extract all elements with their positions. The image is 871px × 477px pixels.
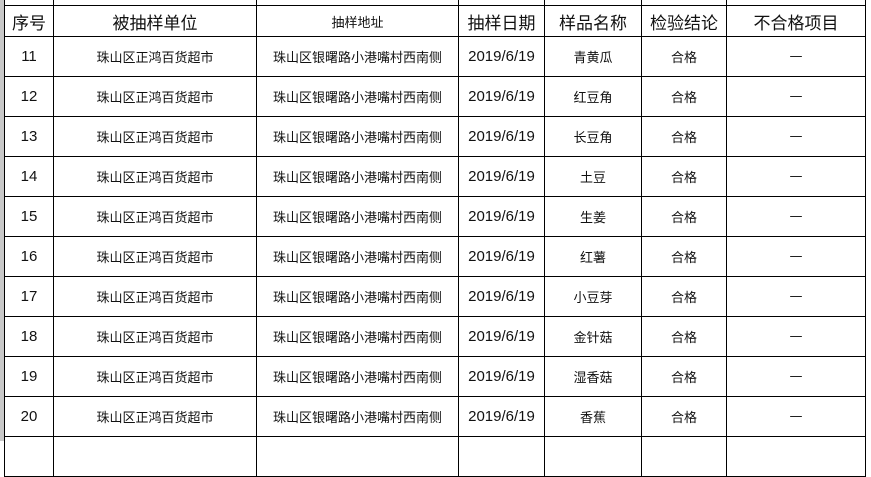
sheet-left-margin bbox=[0, 0, 4, 441]
cell-unit[interactable]: 珠山区正鸿百货超市 bbox=[53, 356, 257, 397]
cell-address[interactable]: 珠山区银曙路小港嘴村西南侧 bbox=[256, 36, 459, 77]
cell-no[interactable]: 15 bbox=[4, 196, 54, 237]
cell-no[interactable]: 11 bbox=[4, 36, 54, 77]
cell-result[interactable]: 合格 bbox=[641, 316, 727, 357]
cell-failed-items[interactable]: — bbox=[726, 36, 866, 77]
cell-unit[interactable]: 珠山区正鸿百货超市 bbox=[53, 196, 257, 237]
table-row: 12 珠山区正鸿百货超市 珠山区银曙路小港嘴村西南侧 2019/6/19 红豆角 合格 — bbox=[4, 76, 866, 117]
next-row-partial bbox=[4, 436, 866, 477]
header-unit[interactable]: 被抽样单位 bbox=[53, 5, 257, 37]
cell-result[interactable]: 合格 bbox=[641, 356, 727, 397]
cell-no[interactable]: 16 bbox=[4, 236, 54, 277]
table-row: 17 珠山区正鸿百货超市 珠山区银曙路小港嘴村西南侧 2019/6/19 小豆芽 合格 — bbox=[4, 276, 866, 317]
cell-address[interactable]: 珠山区银曙路小港嘴村西南侧 bbox=[256, 396, 459, 437]
cell-result[interactable]: 合格 bbox=[641, 36, 727, 77]
header-row: 序号 被抽样单位 抽样地址 抽样日期 样品名称 检验结论 不合格项目 bbox=[4, 5, 866, 37]
cell-sample[interactable]: 长豆角 bbox=[544, 116, 642, 157]
cell-date[interactable]: 2019/6/19 bbox=[458, 316, 545, 357]
cell-date[interactable]: 2019/6/19 bbox=[458, 76, 545, 117]
table-row: 20 珠山区正鸿百货超市 珠山区银曙路小港嘴村西南侧 2019/6/19 香蕉 合格 — bbox=[4, 396, 866, 437]
header-sample[interactable]: 样品名称 bbox=[544, 5, 642, 37]
cell-address[interactable]: 珠山区银曙路小港嘴村西南侧 bbox=[256, 196, 459, 237]
cell-address[interactable]: 珠山区银曙路小港嘴村西南侧 bbox=[256, 156, 459, 197]
cell-sample[interactable]: 小豆芽 bbox=[544, 276, 642, 317]
table-row: 15 珠山区正鸿百货超市 珠山区银曙路小港嘴村西南侧 2019/6/19 生姜 合格 — bbox=[4, 196, 866, 237]
cell-sample[interactable]: 红薯 bbox=[544, 236, 642, 277]
cell-unit[interactable]: 珠山区正鸿百货超市 bbox=[53, 236, 257, 277]
table-row: 16 珠山区正鸿百货超市 珠山区银曙路小港嘴村西南侧 2019/6/19 红薯 合格 — bbox=[4, 236, 866, 277]
cell-result[interactable]: 合格 bbox=[641, 276, 727, 317]
cell-address[interactable]: 珠山区银曙路小港嘴村西南侧 bbox=[256, 316, 459, 357]
cell-date[interactable]: 2019/6/19 bbox=[458, 236, 545, 277]
header-result[interactable]: 检验结论 bbox=[641, 5, 727, 37]
cell-no[interactable]: 17 bbox=[4, 276, 54, 317]
cell-unit[interactable]: 珠山区正鸿百货超市 bbox=[53, 156, 257, 197]
cell-sample[interactable]: 青黄瓜 bbox=[544, 36, 642, 77]
cell-result[interactable]: 合格 bbox=[641, 116, 727, 157]
inspection-table: 序号 被抽样单位 抽样地址 抽样日期 样品名称 检验结论 不合格项目 11 珠山区… bbox=[4, 0, 866, 477]
cell-no[interactable]: 14 bbox=[4, 156, 54, 197]
cell-no[interactable]: 12 bbox=[4, 76, 54, 117]
cell-address[interactable]: 珠山区银曙路小港嘴村西南侧 bbox=[256, 236, 459, 277]
header-no[interactable]: 序号 bbox=[4, 5, 54, 37]
cell-address[interactable]: 珠山区银曙路小港嘴村西南侧 bbox=[256, 76, 459, 117]
header-date[interactable]: 抽样日期 bbox=[458, 5, 545, 37]
cell-failed-items[interactable]: — bbox=[726, 116, 866, 157]
cell-date[interactable]: 2019/6/19 bbox=[458, 396, 545, 437]
cell-failed-items[interactable]: — bbox=[726, 236, 866, 277]
cell-result[interactable]: 合格 bbox=[641, 396, 727, 437]
cell-sample[interactable]: 生姜 bbox=[544, 196, 642, 237]
cell-date[interactable]: 2019/6/19 bbox=[458, 276, 545, 317]
table-row: 14 珠山区正鸿百货超市 珠山区银曙路小港嘴村西南侧 2019/6/19 土豆 合格 — bbox=[4, 156, 866, 197]
cell-failed-items[interactable]: — bbox=[726, 196, 866, 237]
cell-no[interactable]: 13 bbox=[4, 116, 54, 157]
cell-no[interactable]: 19 bbox=[4, 356, 54, 397]
cell-date[interactable]: 2019/6/19 bbox=[458, 116, 545, 157]
cell-sample[interactable]: 香蕉 bbox=[544, 396, 642, 437]
cell-unit[interactable]: 珠山区正鸿百货超市 bbox=[53, 276, 257, 317]
cell-result[interactable]: 合格 bbox=[641, 196, 727, 237]
table-row: 18 珠山区正鸿百货超市 珠山区银曙路小港嘴村西南侧 2019/6/19 金针菇 合格 — bbox=[4, 316, 866, 357]
table-row: 19 珠山区正鸿百货超市 珠山区银曙路小港嘴村西南侧 2019/6/19 湿香菇 合格 — bbox=[4, 356, 866, 397]
table-row: 13 珠山区正鸿百货超市 珠山区银曙路小港嘴村西南侧 2019/6/19 长豆角 合格 — bbox=[4, 116, 866, 157]
cell-date[interactable]: 2019/6/19 bbox=[458, 156, 545, 197]
cell-address[interactable]: 珠山区银曙路小港嘴村西南侧 bbox=[256, 116, 459, 157]
cell-failed-items[interactable]: — bbox=[726, 76, 866, 117]
cell-sample[interactable]: 红豆角 bbox=[544, 76, 642, 117]
header-failed-items[interactable]: 不合格项目 bbox=[726, 5, 866, 37]
cell-result[interactable]: 合格 bbox=[641, 76, 727, 117]
cell-sample[interactable]: 金针菇 bbox=[544, 316, 642, 357]
cell-result[interactable]: 合格 bbox=[641, 236, 727, 277]
cell-failed-items[interactable]: — bbox=[726, 156, 866, 197]
cell-sample[interactable]: 湿香菇 bbox=[544, 356, 642, 397]
cell-address[interactable]: 珠山区银曙路小港嘴村西南侧 bbox=[256, 356, 459, 397]
cell-unit[interactable]: 珠山区正鸿百货超市 bbox=[53, 116, 257, 157]
cell-failed-items[interactable]: — bbox=[726, 316, 866, 357]
cell-date[interactable]: 2019/6/19 bbox=[458, 196, 545, 237]
cell-no[interactable]: 18 bbox=[4, 316, 54, 357]
cell-unit[interactable]: 珠山区正鸿百货超市 bbox=[53, 316, 257, 357]
cell-failed-items[interactable]: — bbox=[726, 396, 866, 437]
cell-unit[interactable]: 珠山区正鸿百货超市 bbox=[53, 396, 257, 437]
cell-unit[interactable]: 珠山区正鸿百货超市 bbox=[53, 36, 257, 77]
cell-no[interactable]: 20 bbox=[4, 396, 54, 437]
cell-date[interactable]: 2019/6/19 bbox=[458, 36, 545, 77]
cell-failed-items[interactable]: — bbox=[726, 276, 866, 317]
table-row: 11 珠山区正鸿百货超市 珠山区银曙路小港嘴村西南侧 2019/6/19 青黄瓜 合格 — bbox=[4, 36, 866, 77]
cell-sample[interactable]: 土豆 bbox=[544, 156, 642, 197]
cell-unit[interactable]: 珠山区正鸿百货超市 bbox=[53, 76, 257, 117]
cell-failed-items[interactable]: — bbox=[726, 356, 866, 397]
cell-address[interactable]: 珠山区银曙路小港嘴村西南侧 bbox=[256, 276, 459, 317]
header-address[interactable]: 抽样地址 bbox=[256, 5, 459, 37]
cell-result[interactable]: 合格 bbox=[641, 156, 727, 197]
cell-date[interactable]: 2019/6/19 bbox=[458, 356, 545, 397]
